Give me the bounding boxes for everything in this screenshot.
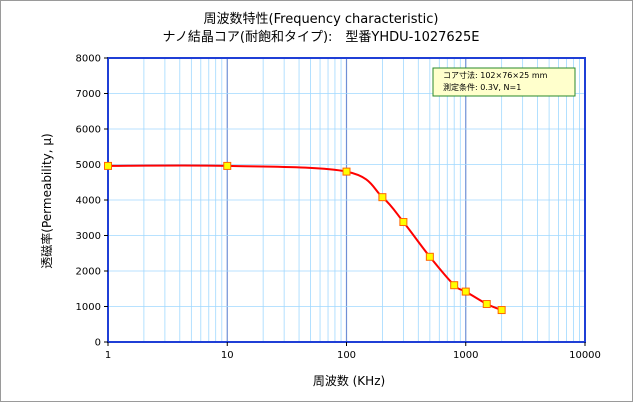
y-tick-label: 7000 [76, 89, 101, 100]
y-tick-label: 0 [95, 338, 101, 349]
data-point-marker [223, 161, 232, 170]
chart-title-line2: ナノ結晶コア(耐飽和タイプ): 型番YHDU-1027625E [163, 30, 480, 45]
data-point-marker [378, 193, 387, 202]
y-tick-label: 1000 [76, 302, 101, 313]
data-point-marker [399, 218, 408, 227]
data-point-marker [450, 281, 459, 290]
annotation-background [432, 67, 576, 97]
x-tick-label: 10000 [569, 350, 601, 361]
annotation-line-1: コア寸法: 102×76×25 mm [443, 70, 548, 80]
x-tick-label: 1 [105, 350, 111, 361]
x-tick-label: 10 [221, 350, 234, 361]
series-line [107, 164, 503, 311]
y-tick-label: 5000 [76, 160, 101, 171]
x-tick-label: 1000 [453, 350, 478, 361]
data-point-marker [342, 167, 351, 176]
x-tick-label: 100 [337, 350, 356, 361]
data-point-marker [497, 306, 506, 315]
annotation-line-2: 測定条件: 0.3V, N=1 [443, 82, 521, 92]
y-tick-label: 3000 [76, 231, 101, 242]
series-group [104, 161, 506, 315]
y-tick-label: 4000 [76, 196, 101, 207]
y-axis-ticks: 0 1000 2000 3000 4000 5000 6000 7000 8000 [76, 54, 108, 349]
data-point-marker [425, 252, 434, 261]
x-axis-ticks: 1 10 100 1000 10000 [105, 342, 601, 361]
data-point-marker [482, 300, 491, 309]
y-tick-label: 6000 [76, 125, 101, 136]
chart-title-line1: 周波数特性(Frequency characteristic) [204, 12, 439, 27]
x-axis-label: 周波数 (KHz) [313, 373, 385, 388]
grid-lines [108, 58, 585, 342]
y-tick-label: 2000 [76, 267, 101, 278]
y-axis-label: 透磁率(Permeability, μ) [39, 133, 54, 268]
data-point-marker [461, 287, 470, 296]
y-tick-label: 8000 [76, 54, 101, 65]
annotation-box: コア寸法: 102×76×25 mm 測定条件: 0.3V, N=1 [432, 67, 576, 97]
data-point-marker [104, 161, 112, 170]
